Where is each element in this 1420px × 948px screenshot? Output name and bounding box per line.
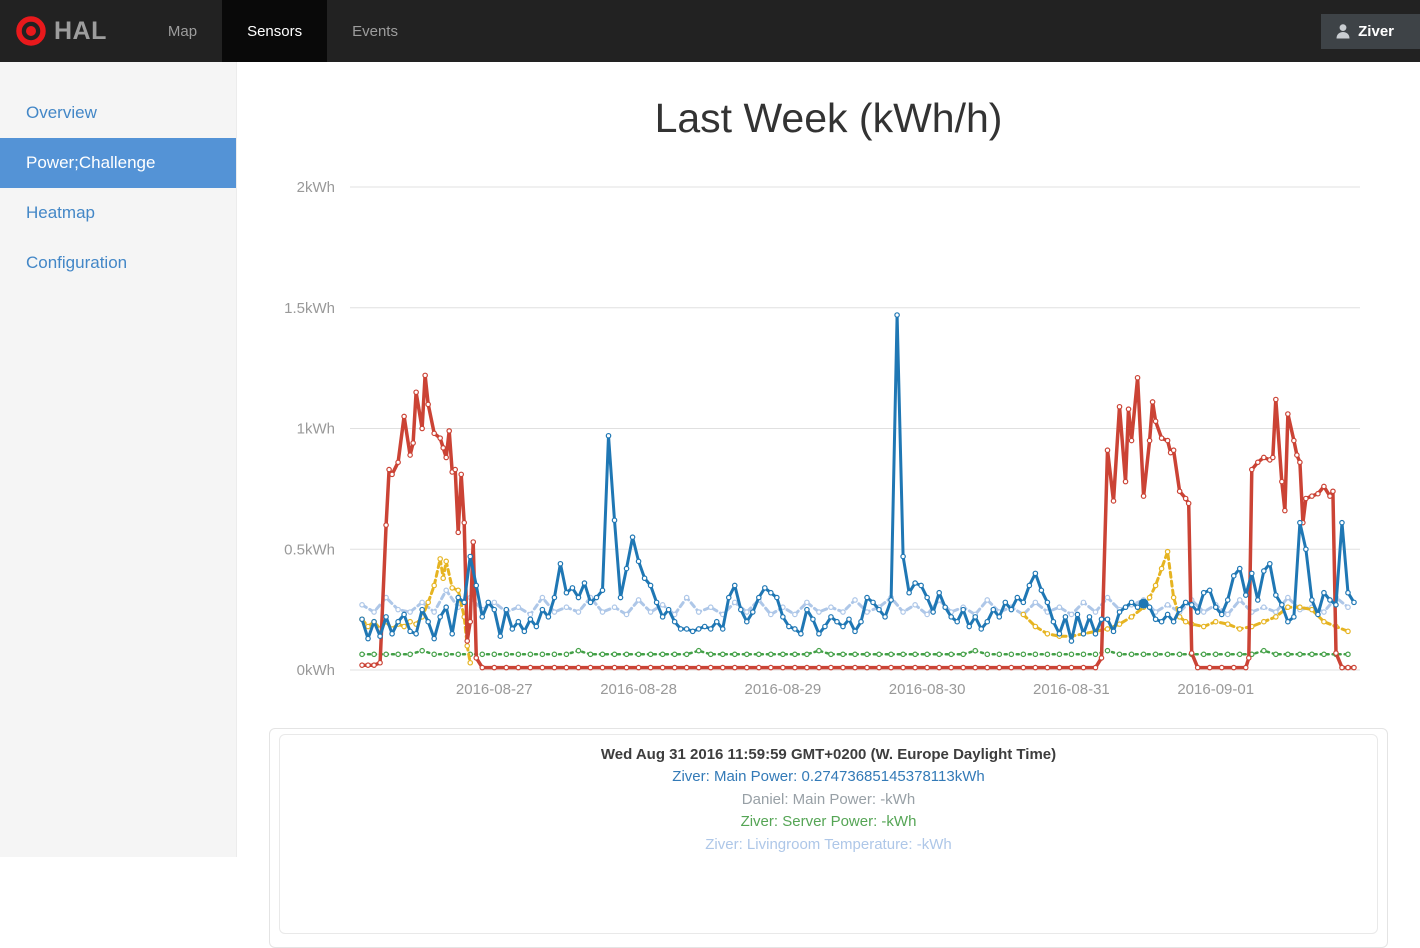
user-icon bbox=[1336, 24, 1350, 39]
nav-item-events[interactable]: Events bbox=[352, 22, 398, 40]
hover-point-marker[interactable] bbox=[1138, 598, 1149, 609]
sidebar: Overview Power;Challenge Heatmap Configurat… bbox=[0, 62, 237, 857]
navbar-right: Ziver bbox=[1321, 0, 1420, 62]
x-axis-label: 2016-08-29 bbox=[744, 681, 821, 698]
sidebar-item-heatmap[interactable]: Heatmap bbox=[26, 203, 95, 222]
top-navbar: HAL Map Sensors Events Ziver bbox=[0, 0, 1420, 62]
sidebar-item-overview[interactable]: Overview bbox=[26, 103, 97, 122]
target-logo-icon bbox=[16, 16, 46, 46]
tooltip-row: Daniel: Main Power: -kWh bbox=[741, 790, 916, 808]
sidebar-nav: Overview Power;Challenge Heatmap Configurat… bbox=[0, 62, 236, 288]
sidebar-item-power-challenge[interactable]: Power;Challenge bbox=[0, 138, 236, 188]
tooltip-rows: Ziver: Main Power: 0.27473685145378113kW… bbox=[280, 766, 1377, 856]
y-axis-label: 1.5kWh bbox=[284, 300, 335, 317]
series-line bbox=[360, 557, 472, 665]
nav-item-sensors[interactable]: Sensors bbox=[222, 0, 328, 62]
series-line bbox=[360, 373, 1356, 670]
tooltip-row: Ziver: Server Power: -kWh bbox=[740, 813, 917, 830]
power-line-chart[interactable]: 0kWh 0.5kWh 1kWh 1.5kWh 2kWh 2016-08-27 2016-0… bbox=[237, 160, 1420, 720]
y-axis-label: 2kWh bbox=[297, 179, 335, 196]
x-axis-label: 2016-08-30 bbox=[889, 681, 966, 698]
sidebar-item-configuration[interactable]: Configuration bbox=[26, 253, 128, 272]
tooltip-row: Ziver: Main Power: 0.27473685145378113kW… bbox=[672, 768, 985, 785]
tooltip-row: Ziver: Livingroom Temperature: -kWh bbox=[705, 835, 952, 853]
x-axis-label: 2016-08-27 bbox=[456, 681, 533, 698]
y-axis-label: 0.5kWh bbox=[284, 541, 335, 558]
user-menu[interactable]: Ziver bbox=[1321, 13, 1420, 49]
x-axis-label: 2016-08-31 bbox=[1033, 681, 1110, 698]
y-axis-label: 0kWh bbox=[297, 662, 335, 679]
x-axis-label: 2016-09-01 bbox=[1177, 681, 1254, 698]
chart-legend-panel: Wed Aug 31 2016 11:59:59 GMT+0200 (W. Eu… bbox=[269, 728, 1388, 948]
x-axis-label: 2016-08-28 bbox=[600, 681, 677, 698]
y-axis-label: 1kWh bbox=[297, 421, 335, 438]
page-title: Last Week (kWh/h) bbox=[654, 95, 1003, 141]
nav-item-map[interactable]: Map bbox=[167, 22, 198, 40]
series-line bbox=[360, 313, 1356, 643]
main-content: Last Week (kWh/h) 0kWh 0.5kWh 1kWh 1.5kWh 2k… bbox=[237, 62, 1420, 948]
brand-name: HAL bbox=[54, 16, 107, 45]
navbar-menu: Map Sensors Events bbox=[143, 0, 423, 62]
app-brand[interactable]: HAL bbox=[0, 0, 125, 62]
chart-tooltip-box: Wed Aug 31 2016 11:59:59 GMT+0200 (W. Eu… bbox=[279, 734, 1378, 934]
user-name: Ziver bbox=[1358, 22, 1394, 40]
tooltip-timestamp: Wed Aug 31 2016 11:59:59 GMT+0200 (W. Eu… bbox=[600, 746, 1057, 763]
